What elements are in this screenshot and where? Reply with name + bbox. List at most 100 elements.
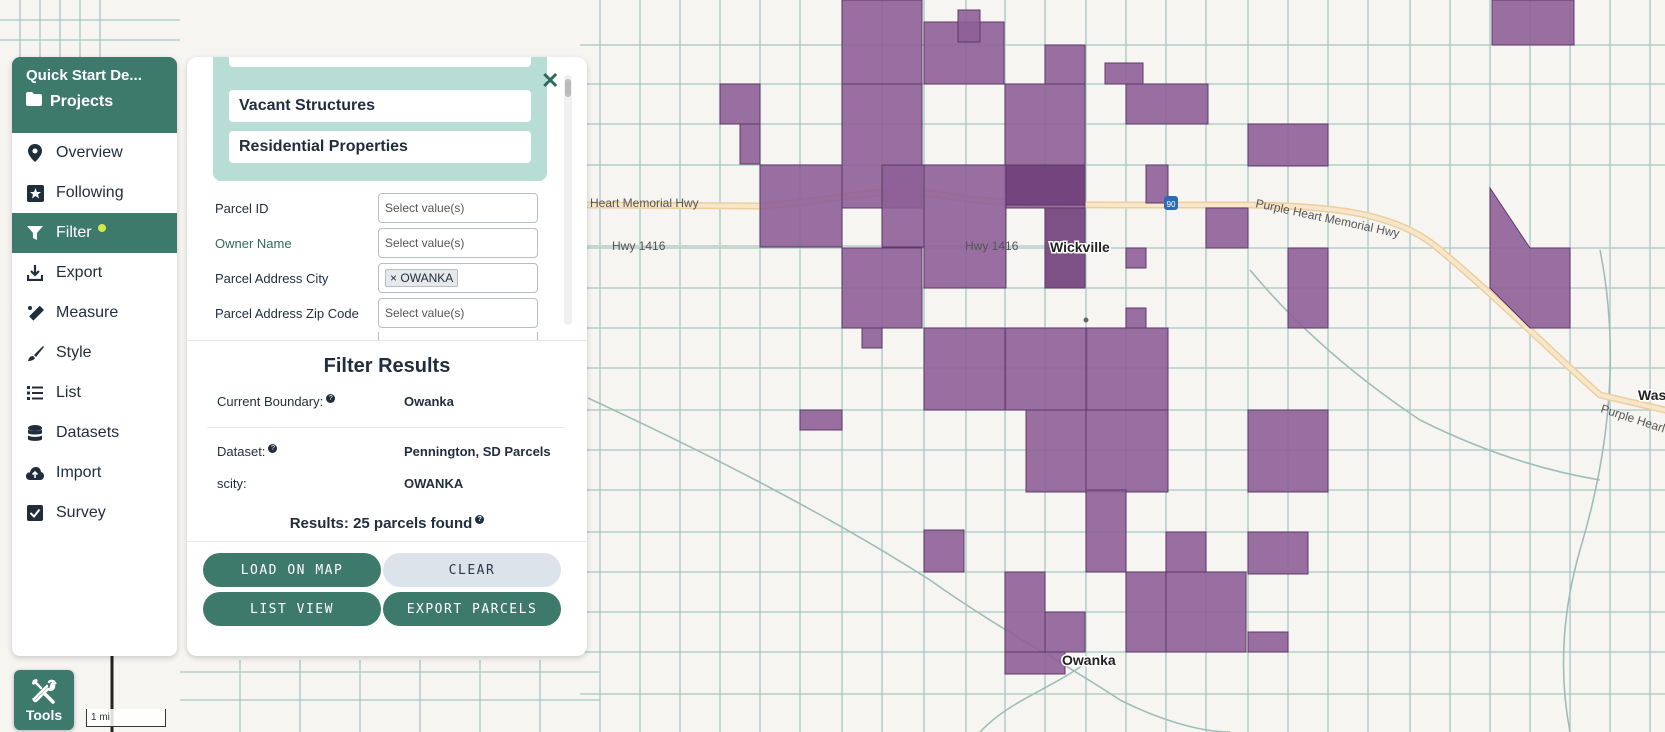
panel-scrollbar[interactable] [564, 75, 572, 325]
secondary-roads [587, 249, 1612, 732]
active-indicator-dot [97, 224, 106, 232]
saved-filter-residential[interactable]: Residential Properties [229, 131, 531, 163]
sidebar-item-survey[interactable]: Survey [12, 493, 177, 533]
current-boundary-row: Current Boundary:? Owanka [217, 391, 557, 411]
map-pin-icon [26, 144, 44, 162]
city-select[interactable]: × OWANKA [378, 263, 538, 293]
sidebar-item-label: Overview [56, 144, 123, 161]
owner-name-select[interactable]: Select value(s) [378, 228, 538, 258]
interstate-shield-label: 90 [1167, 200, 1176, 209]
wickville-label: Wickville [1050, 239, 1110, 255]
brush-icon [26, 344, 44, 362]
results-summary: Results: 25 parcels found? [187, 515, 587, 532]
database-icon [26, 424, 44, 442]
was-label: Was [1638, 387, 1665, 403]
folder-icon [26, 92, 42, 111]
sidebar-menu: Overview Following Filter Export Measure… [12, 133, 177, 533]
download-icon [26, 264, 44, 282]
parcel-id-select[interactable]: Select value(s) [378, 193, 538, 223]
sidebar-item-overview[interactable]: Overview [12, 133, 177, 173]
cloud-upload-icon [26, 464, 44, 482]
field-row-owner-name: Owner Name Select value(s) [215, 227, 559, 259]
scity-row: scity: OWANKA [217, 473, 557, 493]
field-label: Parcel Address Zip Code [215, 305, 359, 321]
info-icon[interactable]: ? [326, 393, 336, 403]
panel-divider [187, 340, 587, 341]
sidebar-item-datasets[interactable]: Datasets [12, 413, 177, 453]
owanka-label: Owanka [1062, 652, 1116, 668]
sidebar-item-label: Style [56, 344, 92, 361]
sidebar-item-label: Export [56, 264, 103, 281]
sidebar-item-export[interactable]: Export [12, 253, 177, 293]
sidebar-item-label: Following [56, 184, 124, 201]
sidebar: Quick Start De... Projects Overview Foll… [12, 57, 177, 656]
projects-label: Projects [50, 92, 114, 110]
field-row-clipped [215, 332, 559, 340]
filter-results-title: Filter Results [323, 355, 451, 377]
sidebar-item-list[interactable]: List [12, 373, 177, 413]
saved-filter-vacant[interactable]: Vacant Structures [229, 90, 531, 122]
sidebar-item-label: Filter [56, 224, 92, 241]
project-title[interactable]: Quick Start De... [26, 67, 142, 84]
field-label: Parcel Address City [215, 270, 329, 286]
saved-filter-clipped[interactable] [229, 57, 531, 67]
projects-link[interactable]: Projects [26, 92, 163, 111]
zip-select[interactable]: Select value(s) [378, 298, 538, 328]
map-markers: 90 [1083, 196, 1178, 323]
tools-button[interactable]: Tools [14, 670, 74, 730]
star-icon [26, 184, 44, 202]
load-on-map-button[interactable]: LOAD ON MAP [203, 553, 381, 587]
info-icon[interactable]: ? [268, 443, 278, 453]
scity-label: scity: [217, 475, 247, 491]
tag-label: OWANKA [400, 271, 454, 285]
current-boundary-label: Current Boundary: [217, 393, 324, 409]
checkbox-icon [26, 504, 44, 522]
tag-remove-icon[interactable]: × [390, 271, 398, 285]
filter-panel: Vacant Structures Residential Properties… [187, 57, 587, 656]
clipped-select[interactable] [378, 332, 538, 340]
clear-button[interactable]: CLEAR [383, 553, 561, 587]
field-row-city: Parcel Address City × OWANKA [215, 262, 559, 294]
parcels[interactable] [719, 0, 1575, 675]
sidebar-item-import[interactable]: Import [12, 453, 177, 493]
field-row-zip: Parcel Address Zip Code Select value(s) [215, 297, 559, 329]
current-boundary-value: Owanka [404, 393, 454, 409]
map-scale: 1 mi [86, 709, 166, 727]
sidebar-item-following[interactable]: Following [12, 173, 177, 213]
export-parcels-button[interactable]: EXPORT PARCELS [383, 592, 561, 626]
saved-filters-box: Vacant Structures Residential Properties [213, 57, 547, 181]
hwy-1416-label-b: Hwy 1416 [965, 239, 1019, 253]
info-icon[interactable]: ? [475, 515, 485, 524]
sidebar-item-label: Import [56, 464, 102, 481]
sidebar-item-label: Survey [56, 504, 106, 521]
separator [187, 541, 587, 542]
separator [207, 427, 565, 428]
scity-value: OWANKA [404, 475, 464, 491]
sidebar-item-filter[interactable]: Filter [12, 213, 177, 253]
sidebar-item-style[interactable]: Style [12, 333, 177, 373]
dataset-value: Pennington, SD Parcels [404, 443, 551, 459]
scroll-thumb[interactable] [565, 79, 571, 97]
sidebar-item-label: Datasets [56, 424, 120, 441]
wrench-screwdriver-icon [31, 678, 57, 707]
results-count-text: Results: 25 parcels found [289, 515, 473, 532]
tools-label: Tools [25, 706, 63, 723]
hwy-1416-label-a: Hwy 1416 [612, 239, 666, 253]
selected-value-tag[interactable]: × OWANKA [385, 269, 459, 287]
sidebar-header: Quick Start De... Projects [12, 57, 177, 133]
filter-icon [26, 224, 44, 242]
sidebar-item-measure[interactable]: Measure [12, 293, 177, 333]
sidebar-item-label: List [56, 384, 81, 401]
list-icon [26, 384, 44, 402]
sidebar-item-label: Measure [56, 304, 119, 321]
ruler-icon [26, 304, 44, 322]
field-label: Parcel ID [215, 200, 269, 216]
dataset-row: Dataset:? Pennington, SD Parcels [217, 441, 557, 461]
list-view-button[interactable]: LIST VIEW [203, 592, 381, 626]
close-icon[interactable]: ✕ [541, 68, 560, 93]
dataset-label: Dataset: [217, 443, 266, 459]
field-row-parcel-id: Parcel ID Select value(s) [215, 192, 559, 224]
info-key: Dataset:? [217, 443, 404, 459]
hwy-label-left: Heart Memorial Hwy [590, 196, 699, 210]
field-label: Owner Name [215, 235, 292, 251]
